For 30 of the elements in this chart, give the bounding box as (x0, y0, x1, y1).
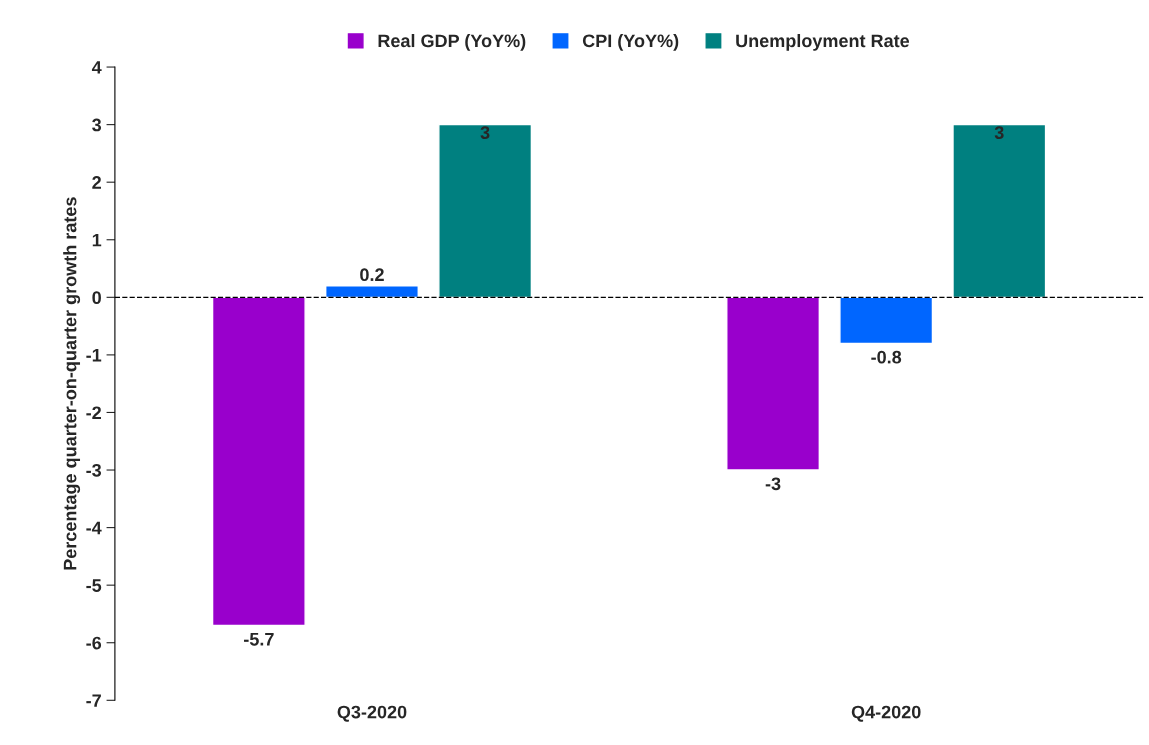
x-tick-label: Q3-2020 (337, 705, 407, 722)
y-tick-label: 2 (92, 176, 101, 189)
y-tick-label: -7 (86, 694, 101, 707)
data-label: -0.8 (871, 350, 902, 364)
y-tick-label: 0 (92, 291, 101, 305)
y-tick-label: 4 (91, 61, 102, 74)
legend-label: Unemployment Rate (736, 33, 910, 51)
y-tick-label: -2 (86, 406, 101, 419)
legend-label: CPI (YoY%) (582, 33, 679, 51)
legend-label: Real GDP (YoY%) (378, 33, 526, 51)
y-tick-label: 3 (92, 118, 102, 132)
bar (839, 296, 934, 345)
data-label: 3 (994, 126, 1004, 140)
y-tick-label: -6 (86, 636, 102, 650)
y-tick-label: -4 (86, 521, 102, 535)
bar (438, 123, 533, 299)
y-tick-label: 1 (92, 233, 102, 247)
data-label: 3 (480, 126, 490, 140)
bar (952, 123, 1047, 299)
data-label: -5.7 (244, 633, 274, 646)
bar (726, 296, 821, 471)
data-label: 0.2 (360, 268, 384, 282)
bar (211, 296, 306, 627)
bar (325, 285, 419, 299)
y-tick-label: -5 (86, 579, 102, 592)
y-axis-title: Percentage quarter-on-quarter growth rates (63, 197, 81, 570)
data-label: -3 (765, 477, 781, 491)
x-tick-label: Q4-2020 (851, 705, 921, 722)
y-tick-label: -1 (86, 349, 102, 362)
y-tick-label: -3 (86, 463, 102, 477)
